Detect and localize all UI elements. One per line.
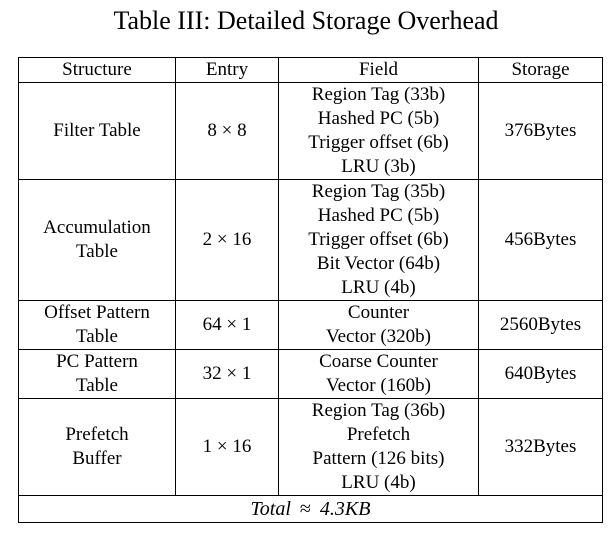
storage-overhead-table: Structure Entry Field Storage Filter Tab… bbox=[18, 57, 603, 523]
field-line: LRU (4b) bbox=[341, 472, 416, 493]
entry-cell: 32 × 1 bbox=[175, 349, 279, 399]
storage-cell: 2560Bytes bbox=[478, 300, 603, 350]
structure-line: PC Pattern bbox=[56, 351, 138, 372]
field-line: Bit Vector (64b) bbox=[316, 253, 441, 274]
field-line: Coarse Counter bbox=[319, 351, 438, 372]
field-line: Vector (160b) bbox=[326, 375, 431, 396]
structure-line: Filter Table bbox=[53, 120, 141, 141]
table-row: Accumulation Table 2 × 16 Region Tag (35b) H… bbox=[18, 179, 603, 301]
table-caption: Table III: Detailed Storage Overhead bbox=[113, 6, 499, 35]
field-line: Region Tag (35b) bbox=[311, 181, 446, 202]
structure-cell: Accumulation Table bbox=[18, 179, 176, 301]
field-line: LRU (3b) bbox=[341, 156, 416, 177]
field-line: Hashed PC (5b) bbox=[317, 108, 440, 129]
table-body: Filter Table 8 × 8 Region Tag (33b) Hashed … bbox=[18, 82, 603, 496]
field-line: Region Tag (36b) bbox=[311, 400, 446, 421]
storage-cell: 332Bytes bbox=[478, 398, 603, 496]
structure-cell: Prefetch Buffer bbox=[18, 398, 176, 496]
header-structure: Structure bbox=[18, 57, 176, 83]
storage-cell: 456Bytes bbox=[478, 179, 603, 301]
header-entry: Entry bbox=[175, 57, 279, 83]
entry-cell: 1 × 16 bbox=[175, 398, 279, 496]
field-line: Region Tag (33b) bbox=[311, 84, 446, 105]
entry-cell: 2 × 16 bbox=[175, 179, 279, 301]
structure-cell: Offset Pattern Table bbox=[18, 300, 176, 350]
entry-cell: 64 × 1 bbox=[175, 300, 279, 350]
field-line: Hashed PC (5b) bbox=[317, 205, 440, 226]
total-row: Total ≈ 4.3KB bbox=[18, 495, 603, 523]
field-cell: Coarse Counter Vector (160b) bbox=[278, 349, 479, 399]
field-cell: Region Tag (35b) Hashed PC (5b) Trigger of… bbox=[278, 179, 479, 301]
total-symbol: ≈ bbox=[299, 498, 311, 520]
structure-cell: Filter Table bbox=[18, 82, 176, 180]
field-line: Counter bbox=[347, 302, 410, 323]
header-storage: Storage bbox=[478, 57, 603, 83]
table-row: PC Pattern Table 32 × 1 Coarse Counter Vecto… bbox=[18, 349, 603, 399]
structure-line: Offset Pattern bbox=[44, 302, 150, 323]
field-line: Trigger offset (6b) bbox=[308, 229, 449, 250]
structure-line: Prefetch bbox=[65, 424, 129, 445]
field-cell: Counter Vector (320b) bbox=[278, 300, 479, 350]
storage-cell: 640Bytes bbox=[478, 349, 603, 399]
structure-cell: PC Pattern Table bbox=[18, 349, 176, 399]
field-cell: Region Tag (36b) Prefetch Pattern (126 bit… bbox=[278, 398, 479, 496]
header-field: Field bbox=[278, 57, 479, 83]
header-row: Structure Entry Field Storage bbox=[18, 57, 603, 83]
structure-line: Buffer bbox=[72, 448, 122, 469]
total-label: Total bbox=[250, 498, 291, 520]
field-line: LRU (4b) bbox=[341, 277, 416, 298]
field-cell: Region Tag (33b) Hashed PC (5b) Trigger of… bbox=[278, 82, 479, 180]
structure-line: Table bbox=[76, 375, 118, 396]
table-row: Offset Pattern Table 64 × 1 Counter Vector (… bbox=[18, 300, 603, 350]
structure-line: Table bbox=[76, 241, 118, 262]
table-row: Filter Table 8 × 8 Region Tag (33b) Hashed … bbox=[18, 82, 603, 180]
structure-line: Table bbox=[76, 326, 118, 347]
storage-cell: 376Bytes bbox=[478, 82, 603, 180]
entry-cell: 8 × 8 bbox=[175, 82, 279, 180]
field-line: Vector (320b) bbox=[326, 326, 431, 347]
table-row: Prefetch Buffer 1 × 16 Region Tag (36b) Pref… bbox=[18, 398, 603, 496]
field-line: Pattern (126 bits) bbox=[312, 448, 445, 469]
field-line: Prefetch bbox=[346, 424, 411, 445]
total-value: 4.3KB bbox=[319, 498, 371, 520]
structure-line: Accumulation bbox=[43, 217, 151, 238]
field-line: Trigger offset (6b) bbox=[308, 132, 449, 153]
total-cell: Total ≈ 4.3KB bbox=[18, 495, 603, 523]
